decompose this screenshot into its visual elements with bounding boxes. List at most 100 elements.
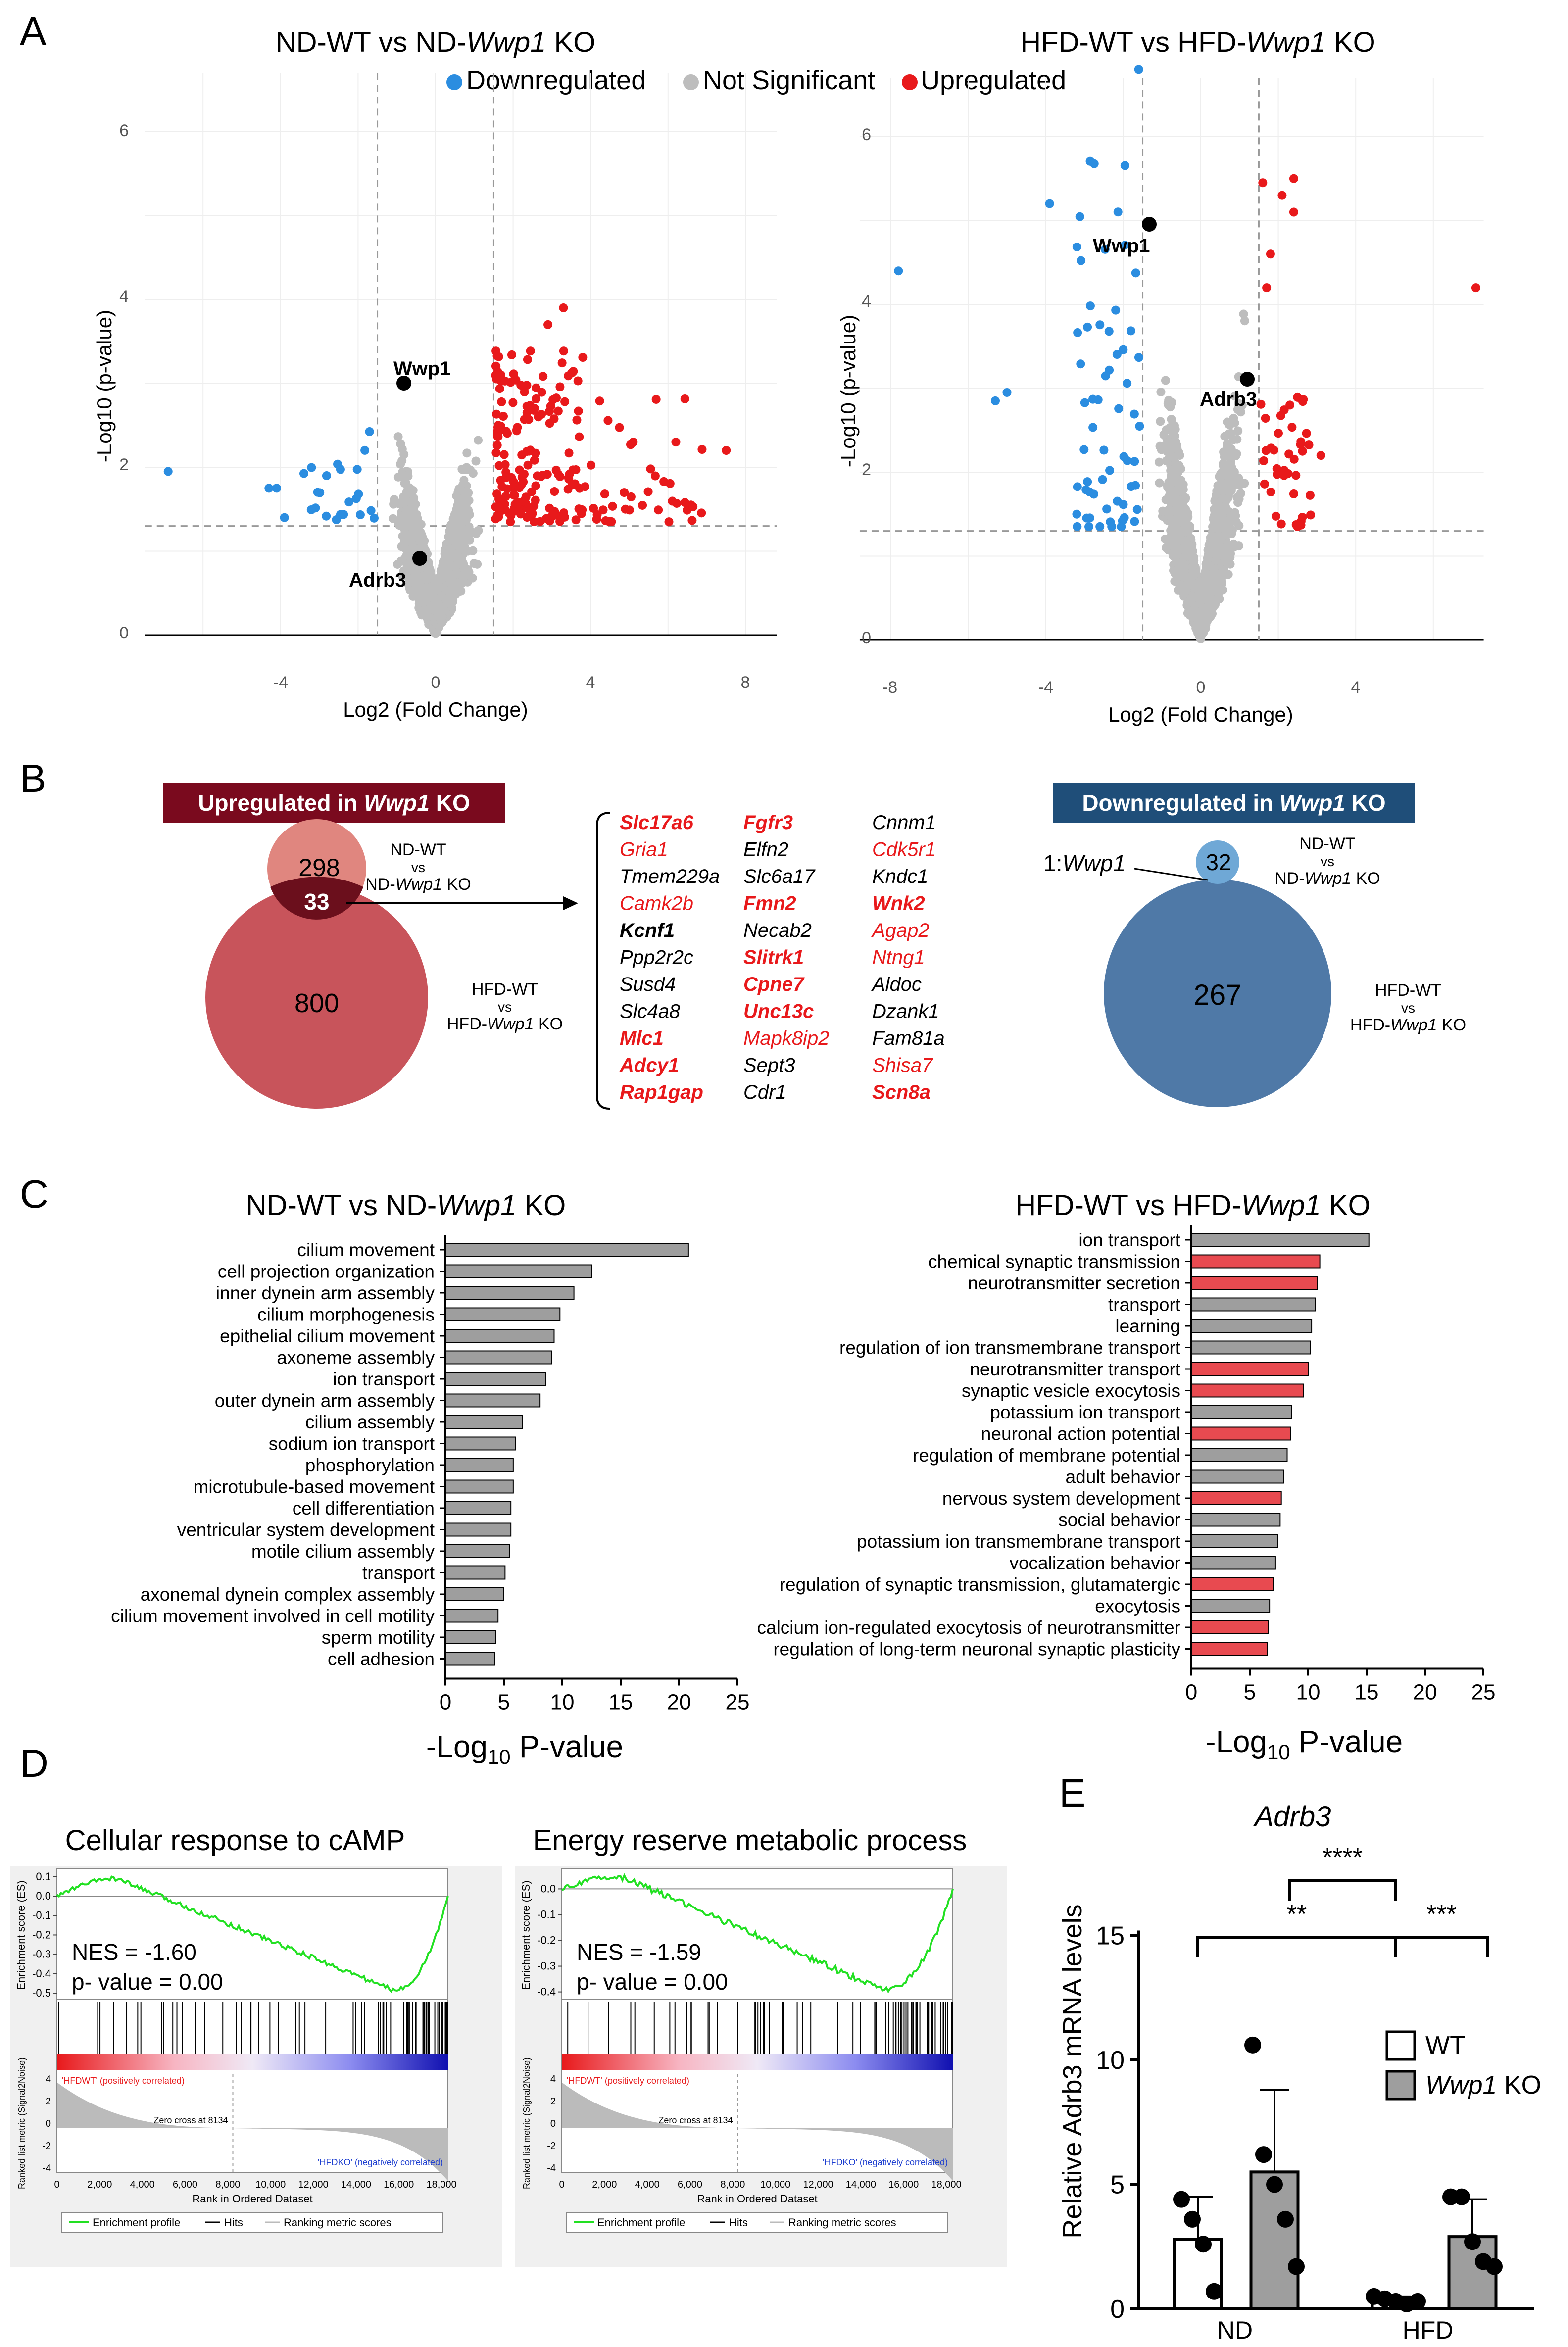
legend-down-dot [446, 74, 462, 90]
volcano-point-up [559, 303, 568, 312]
volcano-point-up [507, 473, 516, 482]
volcano-point-ns [462, 448, 472, 458]
volcano-point-up [578, 353, 588, 362]
volcano-point-up [577, 509, 586, 518]
volcano-point-up [664, 517, 674, 527]
volcano-point-up [560, 512, 569, 522]
volcano-point-up [680, 394, 689, 403]
volcano-point-up [722, 446, 731, 455]
volcano-point-ns [461, 501, 471, 510]
volcano-point-up [545, 419, 554, 428]
volcano-point-ns [1156, 417, 1165, 426]
volcano-point-down [264, 484, 274, 493]
volcano-point-up [545, 503, 554, 513]
volcano-nd-xlabel: Log2 (Fold Change) [343, 698, 528, 721]
volcano-point-ns [1226, 452, 1235, 462]
volcano-point-up [531, 495, 540, 505]
panel-label-d: D [20, 1741, 49, 1785]
volcano-point-down [299, 469, 309, 478]
volcano-point-up [671, 438, 681, 447]
volcano-point-up [493, 421, 503, 430]
volcano-point-up [506, 517, 515, 527]
volcano-point-up [497, 482, 507, 491]
volcano-point-ns [407, 514, 417, 523]
volcano-point-ns [1239, 309, 1248, 319]
volcano-point-up [654, 505, 663, 515]
volcano-point-ns [461, 487, 470, 496]
volcano-nd-ylabel: -Log10 (p-value) [93, 310, 116, 462]
volcano-point-ns [396, 440, 405, 449]
volcano-point-ns [448, 561, 457, 571]
volcano-point-ns [427, 601, 437, 610]
volcano-point-up [491, 362, 501, 371]
volcano-point-up [498, 412, 508, 421]
volcano-point-up [555, 382, 565, 391]
volcano-point-up [509, 369, 518, 379]
volcano-point-up [603, 416, 613, 425]
volcano-point-up [513, 423, 522, 432]
panel-a: Downregulated Not Significant Upregulate… [93, 26, 1484, 726]
volcano-point-ns [1166, 402, 1175, 412]
volcano-point-down [369, 513, 379, 523]
volcano-point-ns [1155, 478, 1164, 488]
volcano-point-ns [399, 449, 409, 459]
volcano-point-ns [474, 436, 483, 445]
legend-ns-label: Not Significant [703, 65, 875, 95]
volcano-point-up [492, 440, 502, 450]
volcano-nd-xtick-4: 4 [586, 673, 595, 692]
volcano-point-up [571, 465, 581, 475]
volcano-point-ns [1156, 387, 1166, 396]
volcano-point-up [548, 395, 558, 404]
volcano-point-down [306, 505, 316, 514]
volcano-point-ns [422, 583, 432, 592]
volcano-point-up [504, 508, 514, 518]
volcano-point-up [587, 460, 596, 470]
volcano-nd-ytick-6: 6 [119, 121, 129, 140]
volcano-point-up [495, 384, 504, 393]
volcano-point-up [530, 517, 539, 527]
volcano-nd-ytick-2: 2 [119, 455, 129, 474]
volcano-point-down [163, 467, 173, 476]
volcano-point-ns [463, 565, 473, 574]
volcano-nd-adrb3-label: Adrb3 [349, 569, 406, 591]
volcano-point-ns [453, 584, 463, 593]
volcano-point-ns [393, 432, 403, 441]
volcano-point-up [638, 500, 647, 510]
volcano-point-down [333, 459, 343, 469]
volcano-point-up [592, 515, 601, 524]
volcano-point-up [569, 367, 578, 376]
volcano-point-ns [399, 471, 408, 480]
volcano-point-ns [393, 559, 402, 569]
volcano-nd-points [163, 303, 731, 638]
volcano-point-up [525, 405, 535, 415]
volcano-point-up [499, 450, 509, 459]
volcano-point-ns [452, 541, 461, 550]
panel-label-c: C [20, 1172, 49, 1216]
volcano-point-down [322, 471, 331, 481]
volcano-point-up [530, 455, 539, 465]
volcano-nd-ytick-4: 4 [119, 287, 129, 306]
volcano-point-down [352, 465, 362, 474]
volcano-nd: ND-WT vs ND-Wwp1 KO 0 2 4 6 -4 0 4 8 Log… [93, 26, 777, 721]
volcano-point-ns [452, 505, 461, 514]
volcano-point-ns [1161, 376, 1170, 385]
volcano-point-up [519, 469, 529, 479]
volcano-point-ns [424, 573, 434, 583]
volcano-point-up [600, 489, 609, 499]
volcano-point-up [507, 350, 516, 359]
volcano-point-ns [405, 586, 415, 595]
volcano-point-up [668, 496, 677, 506]
volcano-point-up [560, 397, 570, 406]
volcano-point-down [322, 511, 331, 521]
volcano-point-up [643, 487, 653, 496]
volcano-point-up [497, 397, 506, 406]
volcano-point-ns [409, 493, 419, 503]
volcano-point-ns [471, 529, 481, 538]
volcano-point-ns [473, 559, 482, 569]
volcano-point-up [520, 381, 530, 391]
panel-label-a: A [20, 9, 47, 53]
volcano-point-up [574, 406, 583, 416]
volcano-point-ns [442, 553, 452, 562]
volcano-point-ns [410, 529, 419, 538]
